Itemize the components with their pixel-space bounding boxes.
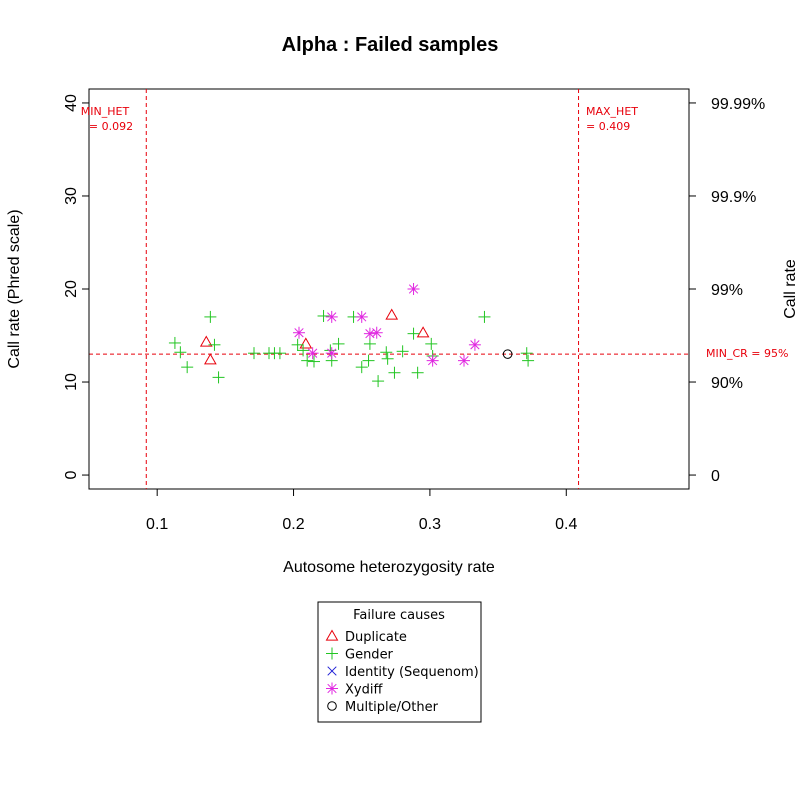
y-tick-label: 20: [63, 280, 80, 298]
legend-box: [317, 601, 482, 723]
legend-label-gender: Gender: [345, 648, 394, 663]
y-axis-right-title: Call rate: [782, 259, 799, 319]
legend: Failure causes Duplicate Gender Identity (…: [317, 601, 482, 723]
point-gender: [388, 366, 401, 379]
x-tick-label: 0.4: [555, 516, 577, 533]
series-gender: [168, 309, 535, 388]
point-gender: [396, 345, 409, 358]
y-tick-label: 0: [63, 470, 80, 479]
point-duplicate: [299, 337, 313, 349]
y-right-tick-label: 90%: [711, 375, 743, 392]
series-multiple-other: [502, 349, 513, 359]
y-right-tick-label: 99.99%: [711, 96, 765, 113]
y-tick-label: 40: [63, 94, 80, 112]
y-right-tick-label: 99.9%: [711, 189, 756, 206]
point-xydiff: [468, 338, 481, 351]
x-tick-label: 0.1: [146, 516, 168, 533]
threshold-labels: MIN_HET = 0.092 MAX_HET = 0.409 MIN_CR =…: [81, 105, 789, 360]
point-xydiff: [426, 354, 439, 367]
threshold-lines: [89, 89, 689, 489]
y-right-tick-label: 99%: [711, 282, 743, 299]
legend-entries: Duplicate Gender Identity (Sequenom) Xydiff…: [325, 629, 479, 715]
point-gender: [478, 310, 491, 323]
point-gender: [248, 347, 260, 360]
y-axis-left: 0 10 20 30 40: [63, 94, 90, 479]
point-gender: [301, 354, 314, 367]
point-duplicate: [199, 335, 213, 347]
point-gender: [181, 361, 194, 374]
legend-label-multiple-other: Multiple/Other: [345, 700, 439, 715]
point-gender: [522, 354, 535, 367]
point-gender: [291, 338, 304, 351]
point-xydiff: [325, 310, 338, 323]
point-xydiff: [363, 327, 376, 340]
point-gender: [411, 366, 424, 379]
point-duplicate: [385, 308, 399, 320]
x-axis-title: Autosome heterozygosity rate: [283, 559, 495, 576]
point-gender: [362, 354, 375, 367]
legend-marker-identity-sequenom: [327, 666, 337, 676]
min-cr-label: MIN_CR = 95%: [706, 347, 788, 360]
point-xydiff: [407, 283, 420, 295]
point-gender: [317, 309, 330, 322]
point-gender: [363, 337, 376, 350]
legend-marker-gender: [326, 647, 338, 660]
point-xydiff: [293, 326, 305, 339]
x-axis: 0.1 0.2 0.3 0.4: [146, 488, 577, 533]
plot-frame: [88, 88, 690, 490]
series-xydiff: [293, 283, 481, 367]
series-duplicate: [199, 308, 430, 365]
legend-marker-multiple-other: [327, 701, 337, 711]
point-gender: [297, 344, 310, 357]
min-het-label-line1: MIN_HET: [81, 105, 130, 118]
point-gender: [308, 355, 320, 368]
point-gender: [381, 352, 394, 365]
point-xydiff: [325, 347, 338, 360]
legend-label-xydiff: Xydiff: [345, 683, 383, 698]
legend-label-identity-sequenom: Identity (Sequenom): [345, 665, 479, 680]
y-axis-right: 0 90% 99% 99.9% 99.99%: [688, 96, 765, 485]
legend-title: Failure causes: [353, 608, 445, 623]
point-multiple-other: [502, 349, 513, 359]
point-gender: [174, 346, 187, 359]
y-tick-label: 10: [63, 373, 80, 391]
point-xydiff: [355, 310, 368, 323]
point-gender: [332, 337, 345, 350]
max-het-label-line2: = 0.409: [586, 120, 630, 133]
x-tick-label: 0.3: [419, 516, 441, 533]
legend-marker-duplicate: [325, 629, 339, 641]
point-gender: [407, 327, 420, 340]
point-gender: [208, 338, 221, 351]
point-gender: [425, 337, 438, 350]
point-xydiff: [306, 347, 319, 360]
point-gender: [355, 361, 368, 374]
x-tick-label: 0.2: [282, 516, 304, 533]
chart-title: Alpha : Failed samples: [282, 34, 499, 56]
y-tick-label: 30: [63, 187, 80, 205]
legend-label-duplicate: Duplicate: [345, 630, 407, 645]
point-xydiff: [458, 354, 470, 367]
min-het-label-line2: = 0.092: [89, 120, 133, 133]
point-gender: [273, 347, 286, 360]
point-gender: [380, 346, 393, 359]
legend-marker-xydiff: [326, 682, 338, 695]
point-gender: [212, 371, 225, 384]
y-axis-title: Call rate (Phred scale): [6, 209, 23, 368]
point-duplicate: [416, 326, 430, 338]
data-points: [168, 283, 535, 388]
y-right-tick-label: 0: [711, 468, 720, 485]
max-het-label-line1: MAX_HET: [586, 105, 638, 118]
point-gender: [204, 310, 217, 323]
point-xydiff: [370, 326, 383, 339]
point-gender: [372, 375, 385, 388]
point-gender: [168, 336, 181, 349]
point-duplicate: [204, 353, 217, 365]
point-gender: [520, 347, 533, 360]
